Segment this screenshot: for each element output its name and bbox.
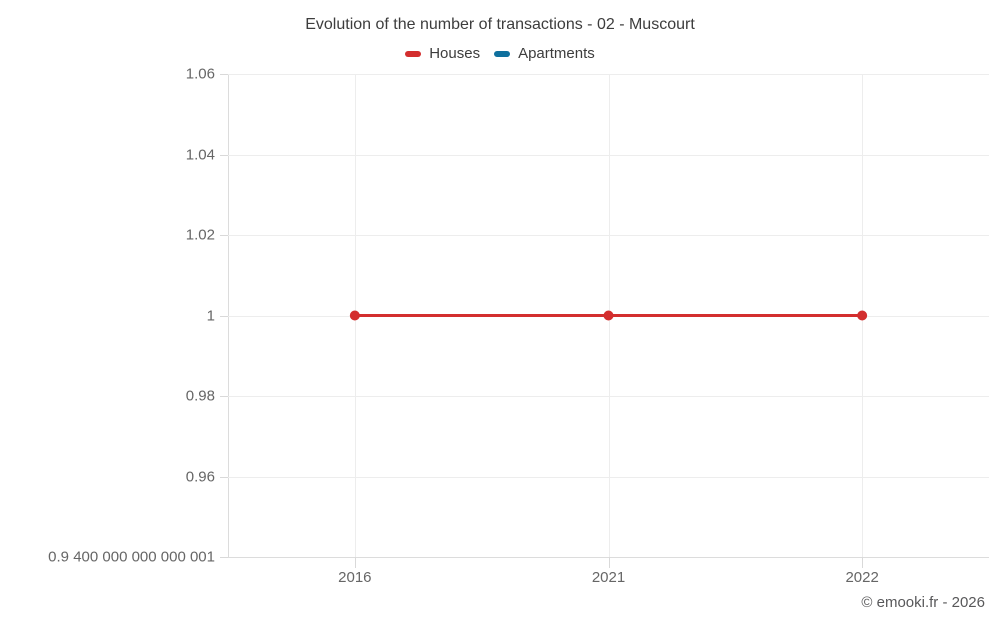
legend-label: Apartments	[518, 45, 595, 62]
y-axis-tick	[220, 476, 228, 478]
y-axis-label: 1.04	[185, 146, 215, 163]
plot-area: 1.06 1.04 1.02 1 0.98 0.96 0.9 400 000 000 000…	[48, 66, 989, 586]
watermark: © emooki.fr - 2026	[861, 594, 985, 611]
x-axis-label: 2016	[338, 569, 372, 586]
legend-item-houses[interactable]: Houses	[405, 45, 480, 62]
y-axis-label: 0.98	[185, 387, 215, 405]
legend-item-apartments[interactable]: Apartments	[494, 45, 595, 62]
y-axis-label: 0.96	[185, 468, 215, 485]
chart-legend: Houses Apartments	[0, 45, 1000, 62]
y-axis-tick	[220, 396, 228, 397]
y-axis-tick	[220, 74, 228, 75]
legend-label: Houses	[429, 45, 481, 62]
y-axis-tick	[220, 154, 228, 156]
x-axis-label: 2022	[845, 569, 879, 586]
y-axis-label: 1.06	[185, 65, 215, 83]
x-axis-label: 2021	[591, 569, 626, 586]
x-axis-tick	[862, 557, 864, 568]
y-axis-tick	[220, 557, 228, 558]
houses-series-swatch-icon	[405, 50, 422, 57]
x-axis-tick	[608, 557, 610, 568]
houses-data-point-marker[interactable]	[349, 310, 360, 321]
y-axis-label: 1	[206, 307, 215, 324]
y-axis-tick	[220, 235, 228, 236]
x-axis-tick	[354, 557, 356, 568]
houses-data-point-marker[interactable]	[857, 310, 868, 321]
chart-title: Evolution of the number of transactions …	[305, 16, 695, 33]
apartments-series-swatch-icon	[494, 50, 511, 57]
y-axis-label: 1.02	[185, 226, 215, 244]
houses-data-point-marker[interactable]	[603, 310, 614, 321]
y-axis-label: 0.9 400 000 000 000 001	[48, 548, 215, 566]
series-layer	[349, 310, 868, 321]
y-axis-tick	[220, 315, 228, 317]
